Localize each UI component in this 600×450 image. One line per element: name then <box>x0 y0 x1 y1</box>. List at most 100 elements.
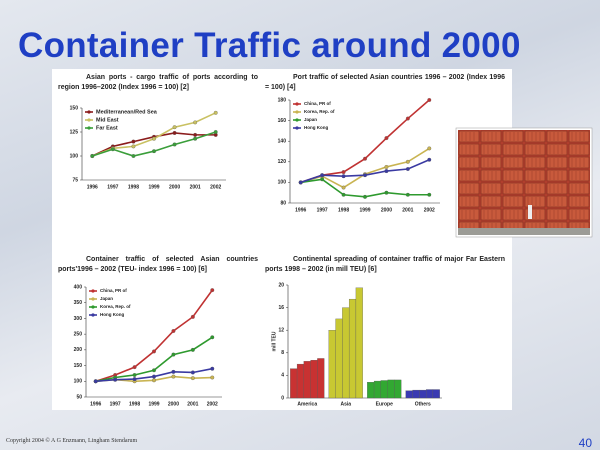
point <box>152 374 156 379</box>
legend-marker <box>91 305 95 309</box>
y-tick-label: 0 <box>281 395 284 401</box>
legend-label: China, PR of <box>304 101 331 106</box>
bar <box>317 358 325 399</box>
point <box>298 180 303 185</box>
x-tick-label: 2000 <box>381 207 392 213</box>
point <box>172 131 177 135</box>
legend-label: Mid East <box>96 117 119 123</box>
x-tick-label: 2001 <box>402 207 413 213</box>
legend-marker <box>91 289 95 293</box>
point <box>132 373 137 377</box>
x-tick-label: 1998 <box>129 401 140 407</box>
x-tick-label: 2002 <box>210 184 221 190</box>
point <box>193 132 198 137</box>
point <box>405 159 410 164</box>
chart-title: Port traffic of selected Asian countries… <box>265 74 505 91</box>
point <box>190 376 195 381</box>
y-tick-label: 350 <box>74 300 83 306</box>
point <box>193 120 198 125</box>
y-tick-label: 100 <box>74 379 83 385</box>
y-tick-label: 12 <box>278 328 284 334</box>
point <box>363 156 367 161</box>
y-tick-label: 180 <box>278 97 287 103</box>
bar <box>373 380 382 399</box>
y-tick-label: 400 <box>74 284 83 290</box>
x-tick-label: 1999 <box>359 207 370 213</box>
bar <box>425 389 434 399</box>
point <box>427 157 432 162</box>
series-line <box>300 178 430 198</box>
point <box>384 169 389 174</box>
y-tick-label: 50 <box>76 394 82 400</box>
x-tick-label: 1996 <box>90 401 101 407</box>
y-tick-label: 100 <box>70 153 79 159</box>
x-tick-label: 1997 <box>107 184 118 190</box>
y-tick-label: 160 <box>278 118 287 124</box>
y-tick-label: 16 <box>278 305 284 311</box>
point <box>171 352 176 357</box>
y-tick-label: 125 <box>70 129 79 135</box>
point <box>90 154 95 158</box>
page-number: 40 <box>578 436 592 450</box>
legend-label: Japan <box>100 296 113 301</box>
point <box>210 288 215 293</box>
legend-label: Hong Kong <box>304 125 328 130</box>
point <box>341 192 346 197</box>
legend-marker <box>295 126 299 130</box>
bar <box>342 307 350 399</box>
legend-label: Far East <box>96 125 118 131</box>
chart-panel <box>52 69 512 410</box>
x-tick-label: 2002 <box>424 207 435 213</box>
point <box>132 365 137 370</box>
point <box>93 379 98 384</box>
chart-title: Asian ports - cargo traffic of ports acc… <box>58 74 258 91</box>
x-tick-label: 1996 <box>295 207 306 213</box>
point <box>110 147 115 152</box>
y-tick-label: 150 <box>70 105 79 111</box>
x-tick-label: 2001 <box>190 184 201 190</box>
bar <box>394 379 402 399</box>
point <box>320 173 325 178</box>
point <box>152 149 156 154</box>
legend-marker <box>91 297 95 301</box>
point <box>341 174 346 179</box>
legend-label: Japan <box>304 117 317 122</box>
y-tick-label: 80 <box>280 200 286 206</box>
point <box>405 116 410 121</box>
point <box>213 110 218 115</box>
point <box>213 130 218 134</box>
point <box>427 192 432 197</box>
bar <box>310 359 318 399</box>
photo <box>455 127 593 238</box>
y-tick-label: 140 <box>278 139 287 145</box>
legend-label: Mediterranean/Red Sea <box>96 109 158 115</box>
point <box>152 368 156 373</box>
slide-title: Container Traffic around 2000 <box>18 26 521 65</box>
y-tick-label: 150 <box>74 363 83 369</box>
legend-marker <box>295 110 299 114</box>
legend-marker <box>91 313 95 317</box>
bar <box>367 382 375 399</box>
y-tick-label: 8 <box>281 350 284 356</box>
y-tick-label: 4 <box>281 373 284 379</box>
point <box>152 378 156 383</box>
point <box>190 314 195 319</box>
point <box>341 170 346 175</box>
point <box>210 366 215 371</box>
y-tick-label: 300 <box>74 316 83 322</box>
bar <box>303 361 311 399</box>
legend-label: China, PR of <box>100 288 127 293</box>
legend-marker <box>295 118 299 122</box>
point <box>190 347 195 352</box>
bar <box>387 379 395 399</box>
legend-label: Hong Kong <box>100 312 124 317</box>
y-tick-label: 20 <box>278 282 284 288</box>
point <box>427 98 432 102</box>
x-tick-label: Europe <box>376 401 393 407</box>
x-tick-label: 1996 <box>87 184 98 190</box>
bar <box>348 298 357 399</box>
x-tick-label: 1999 <box>148 401 159 407</box>
y-tick-label: 200 <box>74 347 83 353</box>
